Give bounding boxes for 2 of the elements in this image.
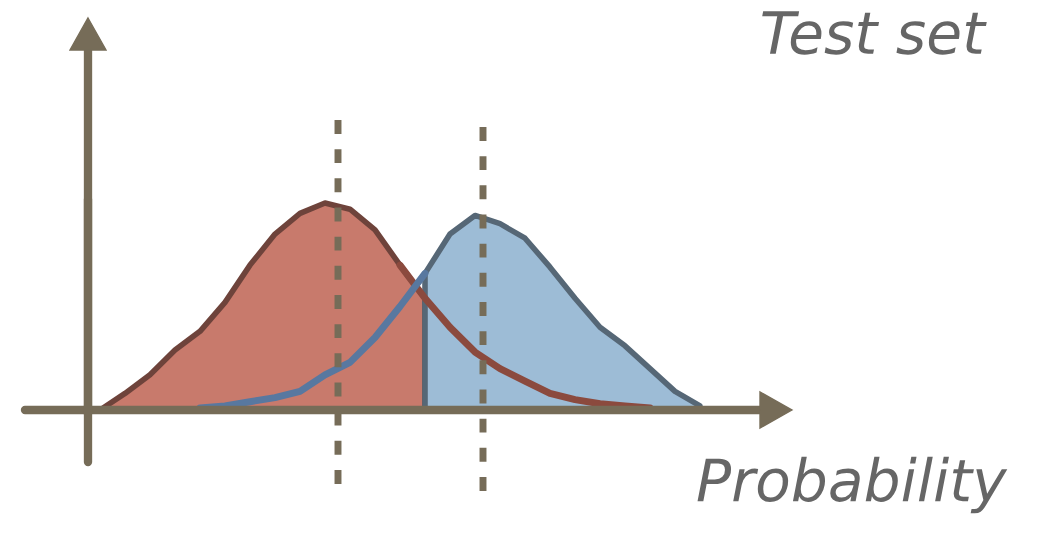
text: Test set [762, 11, 987, 55]
x-axis-title: Probability [697, 456, 1008, 514]
